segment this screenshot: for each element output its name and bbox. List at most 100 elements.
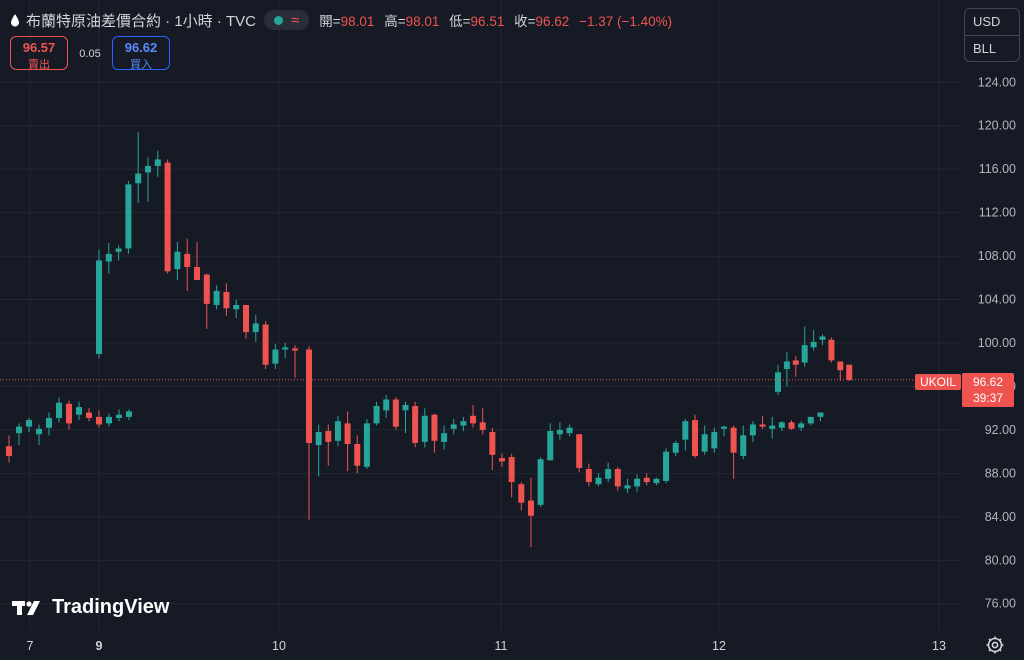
candle-body [194,266,200,280]
y-tick-label: 108.00 [978,249,1016,263]
x-tick-label: 11 [495,639,508,653]
candle [36,424,42,446]
candle [306,346,312,521]
candle-body [373,406,380,424]
candle [243,304,249,339]
y-tick-label: 100.00 [978,336,1016,350]
candle-body [125,184,132,249]
candle-body [585,469,592,483]
candle [605,462,612,483]
candle [115,245,122,261]
candle-body [470,415,477,424]
candle [96,410,102,428]
time-axis: 7 9 10 11 12 13 [27,639,946,653]
x-tick-label: 10 [272,639,286,653]
candle [272,344,279,370]
candle-body [643,477,650,483]
change-value: −1.37 (−1.40%) [579,14,673,29]
candle-body [740,435,747,456]
candle-body [233,304,240,310]
unit-option[interactable]: BLL [965,35,1019,62]
candle-body [154,159,161,166]
last-price-label-group: UKOIL 96.62 39:37 [915,373,1014,407]
candle [634,474,641,492]
candle-body [769,425,776,429]
y-tick-label: 116.00 [979,162,1016,176]
sell-price: 96.57 [22,40,56,55]
candle-body [6,446,12,456]
market-open-dot [274,15,284,25]
market-status-pill[interactable]: ≈ [264,10,310,30]
last-price-tag [962,373,1014,407]
candle [807,416,814,426]
candle [402,401,409,434]
candle [441,425,448,450]
approx-icon: ≈ [291,11,300,29]
candle [431,413,438,453]
candle-body [402,404,409,411]
candle-body [56,402,62,418]
candle [86,408,92,422]
candle [460,416,467,431]
candle-body [527,500,534,516]
candle-body [801,345,808,363]
candle [164,159,171,274]
sell-button[interactable]: 96.57 賣出 [10,36,68,71]
candle [315,424,322,477]
y-tick-label: 124.00 [978,75,1016,89]
candle [672,440,679,456]
candle-body [547,430,554,461]
candle-body [792,360,799,365]
candle [252,314,259,342]
candle [837,361,844,382]
high-label: 高= [384,14,406,29]
candle [373,401,380,426]
candle [96,249,102,359]
ohlc-values: 開=98.01 高=98.01 低=96.51 收=96.62 −1.37 (−… [319,10,672,30]
candle [363,419,370,470]
currency-option[interactable]: USD [973,14,1001,29]
open-label: 開= [319,14,341,29]
candle-body [383,399,390,411]
candle-body [775,372,781,392]
tradingview-logo-icon [12,600,40,615]
candle [66,400,72,430]
buy-button[interactable]: 96.62 買入 [112,36,170,71]
candle [6,435,12,463]
candle-body [663,451,670,481]
candle [262,321,269,370]
candle-body [135,173,142,184]
candle-body [412,406,419,443]
candle [76,401,82,421]
candle-body [778,422,785,428]
candle-body [595,477,602,485]
candle-body [243,304,249,333]
candle [194,241,200,280]
candle-body [518,484,525,503]
candlestick-series [6,132,853,548]
candle-body [325,430,332,442]
candle [819,334,826,346]
settings-gear-icon[interactable] [984,634,1006,656]
grid-lines [0,0,960,630]
candle-body [334,421,341,441]
candle [154,150,161,177]
y-tick-label: 88.00 [985,466,1016,480]
candle-body [392,399,399,427]
candle [788,420,795,430]
candle [106,413,112,427]
close-label: 收= [514,14,536,29]
candle [450,419,457,435]
symbol-title[interactable]: 布蘭特原油差價合約 · 1小時 · TVC [26,12,257,30]
tradingview-logo[interactable]: TradingView [12,596,169,619]
candle [135,132,142,203]
candle [282,343,289,359]
candle-body [46,417,52,428]
candle [828,337,835,363]
candle [479,408,486,435]
unit-selector[interactable]: USD BLL [964,8,1020,62]
candle-body [203,274,210,304]
candle [184,238,191,291]
candle-body [537,459,544,505]
